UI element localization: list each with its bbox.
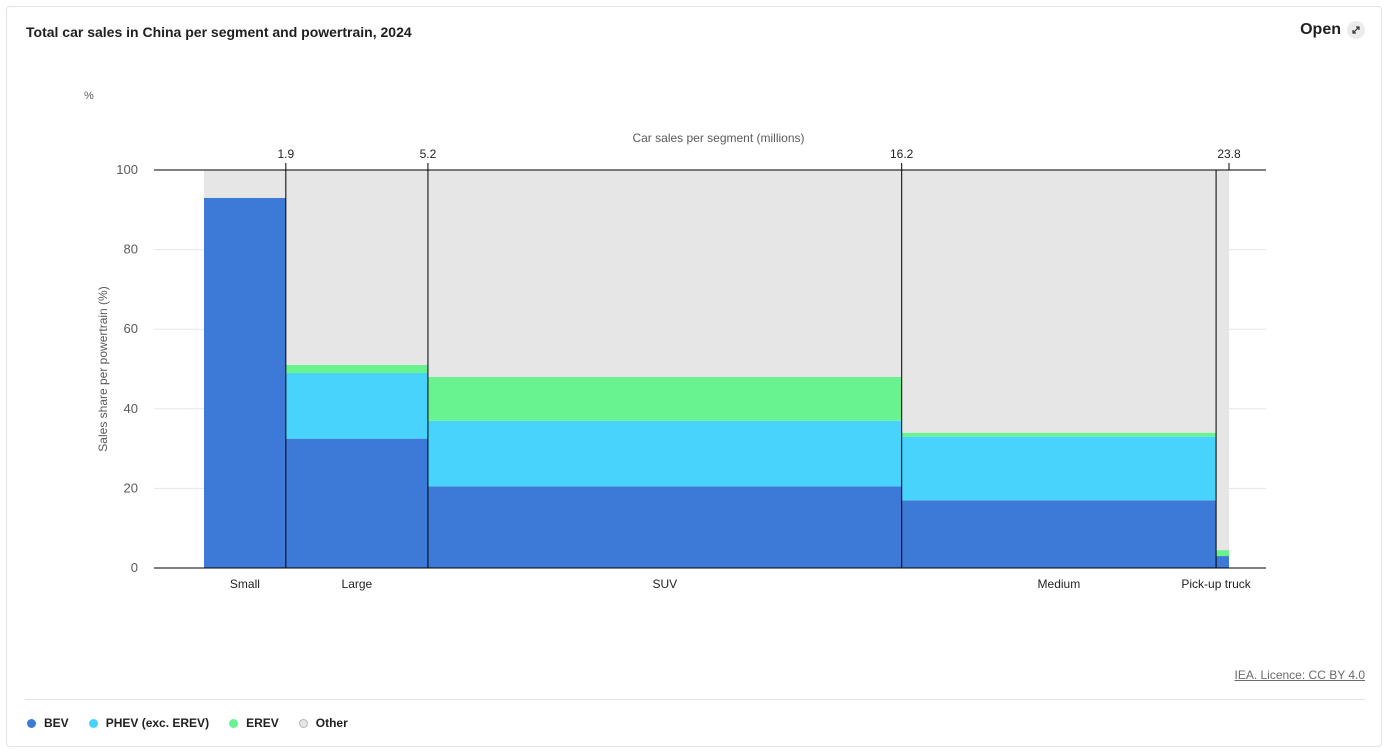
legend-label: EREV — [246, 716, 279, 730]
category-label: Large — [342, 577, 373, 591]
y-axis-title: Sales share per powertrain (%) — [96, 286, 110, 451]
top-axis-tick-label: 23.8 — [1217, 147, 1241, 161]
legend-swatch — [229, 718, 239, 728]
bar-erev-pick-up-truck — [1216, 550, 1229, 557]
y-tick-label: 100 — [116, 162, 138, 177]
legend-item-erev[interactable]: EREV — [229, 716, 279, 730]
legend-item-bev[interactable]: BEV — [27, 716, 69, 730]
bar-phev-exc-erev-suv — [427, 420, 902, 487]
top-axis-tick-label: 1.9 — [277, 147, 294, 161]
legend-swatch — [88, 718, 98, 728]
category-label: SUV — [652, 577, 677, 591]
legend-divider — [25, 699, 1365, 700]
bar-other-small — [204, 170, 286, 198]
open-button[interactable]: Open — [1300, 21, 1365, 39]
bar-other-suv — [427, 170, 902, 377]
y-tick-label: 60 — [124, 321, 138, 336]
bar-bev-medium — [901, 500, 1217, 568]
legend-item-phev[interactable]: PHEV (exc. EREV) — [88, 716, 210, 730]
chart-legend: BEV PHEV (exc. EREV) EREV Other — [27, 716, 348, 730]
bar-bev-pick-up-truck — [1216, 556, 1229, 568]
bar-bev-large — [285, 438, 428, 568]
legend-label: BEV — [44, 716, 69, 730]
top-axis-tick-label: 16.2 — [890, 147, 914, 161]
bar-other-large — [285, 170, 428, 366]
marimekko-chart: 0 20 40 60 80 100 1.9 5.2 16.2 23.8 Small Large SUV M… — [84, 90, 1266, 591]
category-label: Pick-up truck — [1181, 577, 1251, 591]
bar-other-medium — [901, 170, 1217, 433]
licence-link[interactable]: IEA. Licence: CC BY 4.0 — [1234, 668, 1365, 682]
legend-label: PHEV (exc. EREV) — [105, 716, 210, 730]
bar-phev-exc-erev-large — [285, 372, 428, 439]
bar-bev-suv — [427, 486, 902, 568]
bar-phev-exc-erev-medium — [901, 436, 1217, 501]
category-label: Small — [230, 577, 260, 591]
bar-erev-medium — [901, 432, 1217, 437]
bar-other-pick-up-truck — [1216, 170, 1229, 551]
open-button-label: Open — [1300, 21, 1341, 38]
bar-bev-small — [204, 197, 286, 569]
top-axis-tick-label: 5.2 — [420, 147, 437, 161]
y-tick-label: 80 — [124, 242, 138, 257]
top-axis-title: Car sales per segment (millions) — [632, 131, 804, 145]
legend-swatch — [27, 718, 36, 728]
legend-item-other[interactable]: Other — [298, 716, 348, 730]
y-tick-label: 20 — [124, 480, 138, 495]
unit-label: % — [84, 90, 94, 102]
bar-erev-large — [285, 365, 428, 373]
y-tick-label: 0 — [131, 560, 138, 575]
bar-erev-suv — [427, 376, 902, 421]
y-tick-label: 40 — [124, 401, 138, 416]
legend-swatch — [298, 718, 308, 728]
category-label: Medium — [1038, 577, 1081, 591]
legend-label: Other — [315, 716, 348, 730]
chart-title: Total car sales in China per segment and… — [26, 24, 412, 40]
expand-arrow-icon — [1347, 21, 1365, 39]
